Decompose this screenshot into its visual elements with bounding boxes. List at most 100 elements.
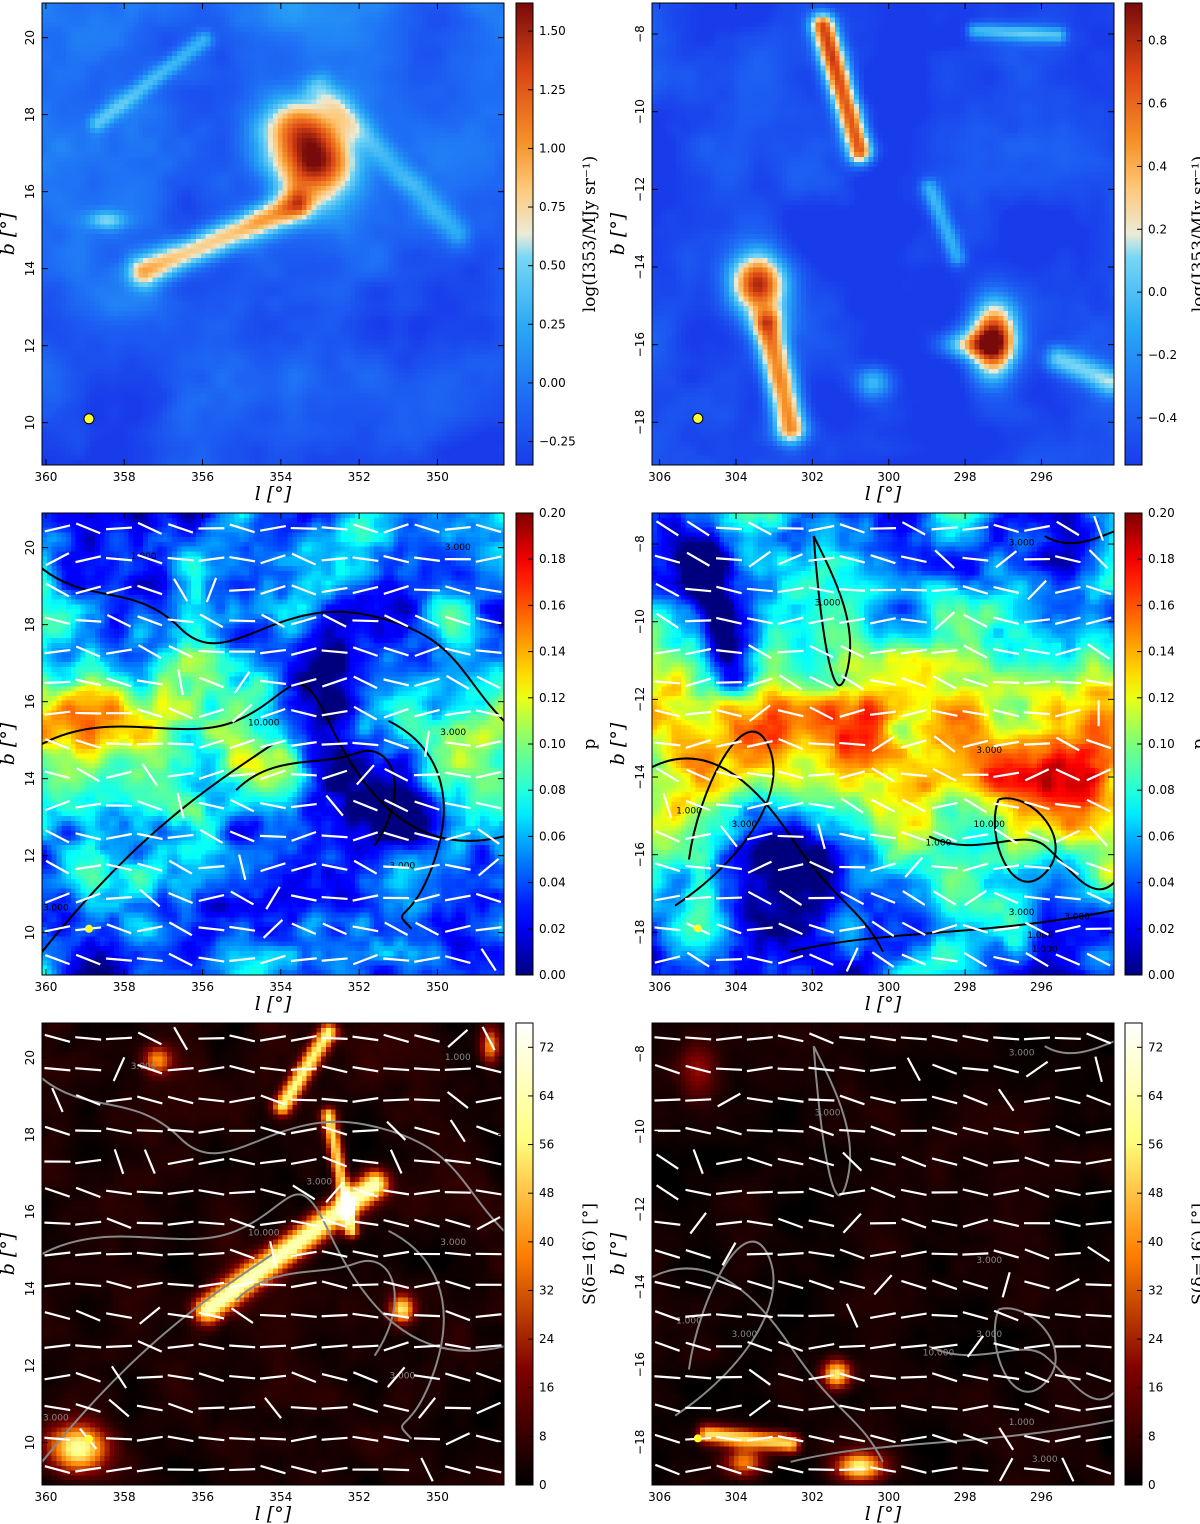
polarization-vector: [655, 582, 680, 598]
polarization-vector: [777, 586, 804, 594]
y-tick-label: −12: [633, 687, 647, 712]
polarization-vector: [779, 890, 803, 906]
polarization-vector: [45, 582, 70, 598]
contour-line: [42, 1077, 504, 1232]
colorbar-tick-label: −0.4: [1148, 411, 1177, 425]
polarization-vector: [962, 677, 989, 688]
polarization-vector: [747, 1156, 773, 1167]
polarization-vector: [993, 802, 1020, 809]
colorbar-tick-label: 8: [1148, 1429, 1156, 1443]
polarization-vector: [269, 1241, 277, 1267]
polarization-vector: [475, 617, 502, 625]
polarization-vector: [808, 1434, 835, 1443]
polarization-vector: [383, 707, 409, 719]
colorbar: [1124, 2, 1143, 466]
polarization-vector: [424, 730, 430, 758]
colorbar-tick-label: 8: [539, 1429, 547, 1443]
polarization-vector: [168, 921, 193, 937]
polarization-vector: [839, 1435, 866, 1443]
polarization-vector: [413, 1437, 441, 1441]
polarization-vector: [321, 834, 348, 839]
colorbar-tick-label: 0.12: [539, 691, 566, 705]
colorbar-tick-label: 1.00: [539, 141, 566, 155]
polarization-vector: [168, 859, 193, 875]
polarization-vector: [321, 586, 348, 594]
polarization-vector: [654, 1249, 681, 1259]
polarization-vector: [260, 954, 286, 965]
polarization-vector: [777, 709, 804, 718]
polarization-vector: [931, 1034, 958, 1042]
polarization-vector: [290, 1067, 317, 1071]
polarization-vector: [931, 1157, 958, 1166]
x-tick-label: 298: [954, 470, 977, 484]
polarization-vector: [76, 767, 101, 783]
polarization-vector: [383, 1219, 410, 1228]
polarization-vector: [475, 1096, 502, 1104]
polarization-vector: [136, 1375, 163, 1379]
polarization-vector: [1054, 1219, 1081, 1228]
polarization-vector: [383, 1033, 410, 1043]
polarization-vector: [809, 706, 834, 721]
polarization-vector: [414, 1218, 440, 1228]
polarization-vector: [352, 894, 379, 902]
axes-frame: [651, 512, 1115, 976]
x-tick-label: 360: [34, 1490, 57, 1504]
polarization-vector: [1024, 1186, 1050, 1199]
polarization-vector: [44, 799, 70, 812]
colorbar-tick-label: 32: [539, 1283, 554, 1297]
polarization-vector: [325, 794, 344, 817]
polarization-vector: [1085, 679, 1112, 686]
polarization-vector: [748, 550, 772, 568]
polarization-vector: [230, 798, 255, 813]
polarization-vector: [746, 587, 773, 593]
x-tick-label: 306: [648, 470, 671, 484]
polarization-vector: [413, 1159, 441, 1164]
contour-label: 1.000: [445, 1053, 471, 1063]
x-tick-label: 350: [426, 1490, 449, 1504]
polarization-vector: [839, 1066, 866, 1073]
polarization-vector: [414, 677, 440, 688]
polarization-vector: [777, 1280, 804, 1290]
polarization-vector: [746, 617, 773, 625]
polarization-vector: [934, 549, 955, 569]
polarization-vector: [993, 926, 1020, 932]
polarization-vector: [1054, 1159, 1081, 1164]
polarization-vector: [747, 1279, 773, 1290]
polarization-vector: [414, 863, 440, 871]
polarization-vector: [229, 1096, 256, 1104]
polarization-vector: [386, 1120, 407, 1141]
polarization-vector: [715, 1067, 743, 1071]
polarization-vector: [413, 1189, 441, 1196]
polarization-vector: [137, 584, 163, 596]
polarization-vector: [229, 523, 255, 534]
polarization-vector: [839, 588, 866, 592]
polarization-vector: [962, 739, 989, 749]
polarization-vector: [1025, 952, 1049, 968]
polarization-vector: [993, 616, 1020, 626]
polarization-vector: [105, 896, 133, 900]
polarization-vector: [931, 526, 958, 531]
contour-line: [1044, 1040, 1114, 1055]
polarization-vector: [1054, 647, 1081, 657]
polarization-vector: [808, 1125, 835, 1137]
x-tick-label: 298: [954, 980, 977, 994]
polarization-vector: [321, 895, 348, 901]
polarization-vector: [840, 674, 864, 691]
polarization-vector: [176, 792, 185, 819]
polarization-vector: [75, 1094, 101, 1106]
colorbar-tick-label: 64: [539, 1089, 554, 1103]
polarization-vector: [75, 1371, 101, 1383]
polarization-vector: [198, 556, 225, 562]
y-axis-label: b [°]: [607, 1232, 629, 1275]
polarization-vector: [686, 520, 710, 537]
polarization-vector: [1023, 864, 1051, 870]
y-tick-label: 20: [23, 540, 37, 555]
polarization-vector: [352, 585, 379, 595]
polarization-vector: [1087, 1245, 1111, 1263]
polarization-vector: [1023, 618, 1051, 624]
colorbar-label: p: [1189, 738, 1200, 749]
polarization-vector: [966, 1335, 984, 1358]
polarization-vector: [475, 709, 502, 718]
polarization-vector: [746, 832, 773, 841]
polarization-vector: [746, 1313, 773, 1319]
